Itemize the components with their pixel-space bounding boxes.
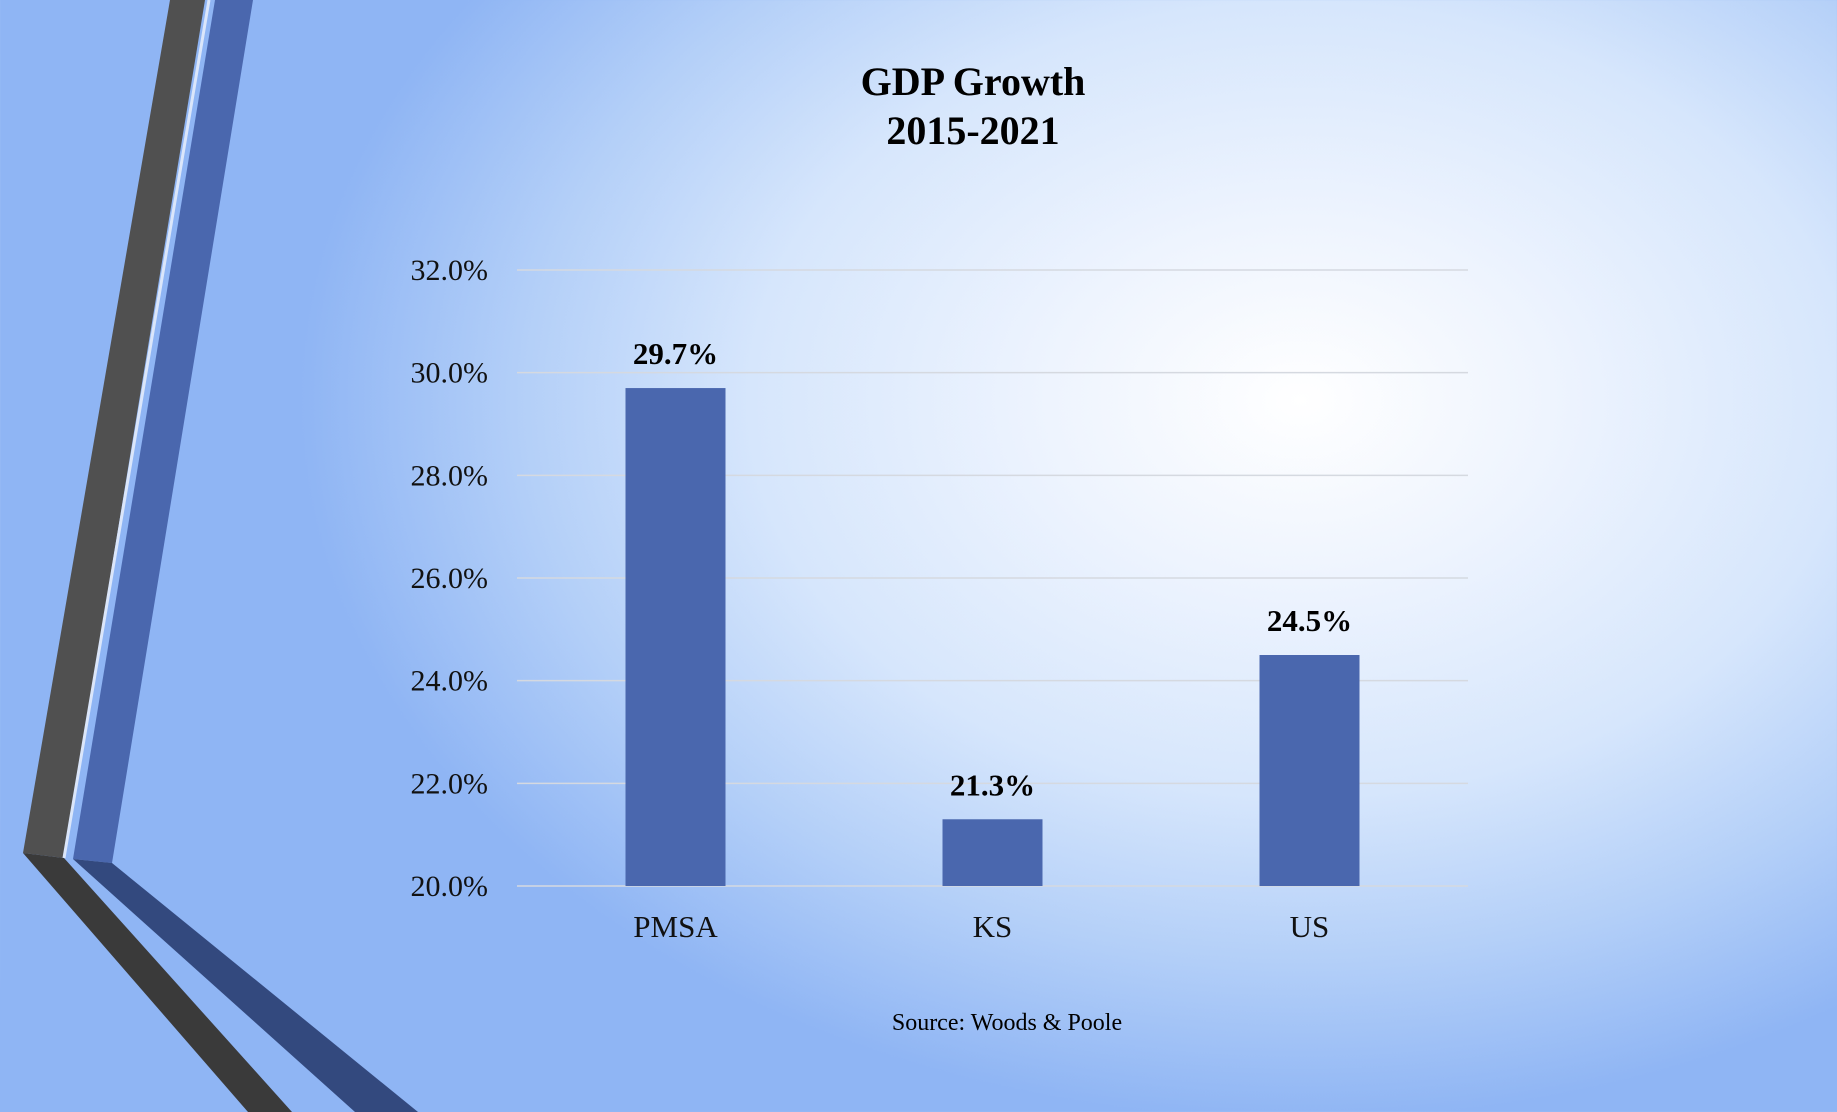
data-labels: 29.7% 21.3% 24.5% [633, 336, 1352, 802]
category-label: KS [973, 909, 1013, 944]
ribbon-blue-lower [73, 859, 418, 1112]
y-tick-label: 32.0% [411, 254, 489, 287]
bar-ks [942, 819, 1043, 886]
bar-pmsa [625, 388, 726, 886]
y-tick-label: 20.0% [411, 870, 489, 903]
chart-title-line-2: 2015-2021 [886, 108, 1060, 153]
y-tick-label: 28.0% [411, 459, 489, 492]
ribbon-dark-upper [23, 0, 205, 858]
bar-us [1259, 655, 1360, 886]
ribbon-blue-upper [73, 0, 253, 863]
data-label: 21.3% [950, 767, 1035, 802]
y-tick-label: 24.0% [411, 665, 489, 698]
data-label: 24.5% [1267, 603, 1352, 638]
y-tick-label: 30.0% [411, 357, 489, 390]
data-label: 29.7% [633, 336, 718, 371]
ribbon-dark-lower [23, 853, 292, 1112]
y-tick-label: 22.0% [411, 767, 489, 800]
category-labels: PMSA KS US [633, 909, 1329, 944]
source-note: Source: Woods & Poole [891, 1010, 1123, 1036]
y-tick-label: 26.0% [411, 562, 489, 595]
bars [625, 388, 1360, 886]
y-axis-tick-labels: 20.0% 22.0% 24.0% 26.0% 28.0% 30.0% 32.0% [411, 254, 489, 903]
decorative-ribbon [23, 0, 418, 1112]
ribbon-highlight [62, 0, 211, 859]
category-label: PMSA [633, 909, 718, 944]
chart-title-line-1: GDP Growth [860, 59, 1086, 104]
category-label: US [1290, 909, 1330, 944]
